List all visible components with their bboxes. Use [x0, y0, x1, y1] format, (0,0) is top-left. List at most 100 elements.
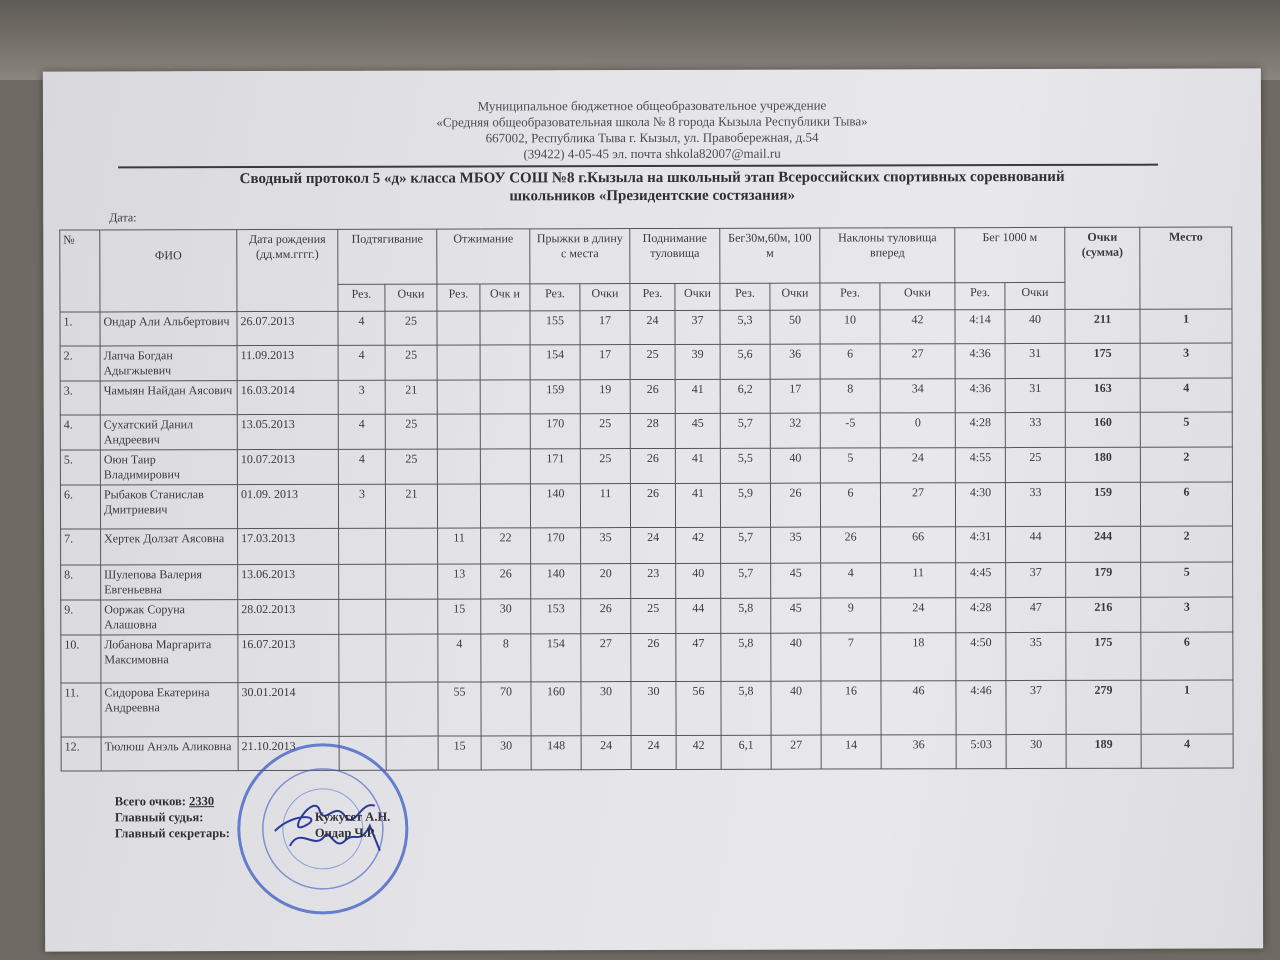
col-num: № [59, 229, 100, 313]
cell-j-r: 140 [530, 563, 581, 599]
cell-r-p: 33 [1005, 482, 1066, 527]
cell-pu-r [338, 564, 386, 600]
cell-ps-r [437, 379, 481, 415]
cell-r-r: 4:36 [955, 343, 1006, 379]
cell-birth: 01.09. 2013 [237, 484, 339, 529]
footer: Всего очков: 2330 Главный судья: Кужугет… [115, 793, 391, 842]
total-label: Всего очков: [114, 794, 186, 809]
cell-r-r: 4:46 [955, 680, 1007, 735]
cell-sp-r: 5,5 [720, 448, 771, 484]
table-row: 4. Сухатский Данил Андреевич 13.05.2013 4 25… [60, 411, 1233, 451]
cell-sp-p: 36 [770, 344, 821, 380]
cell-total: 175 [1065, 343, 1141, 379]
cell-pu-p: 25 [384, 311, 438, 346]
cell-pu-p [385, 564, 438, 600]
subcol-points: Очки [1004, 282, 1066, 310]
cell-total: 163 [1065, 378, 1141, 413]
subcol-result: Рез. [337, 284, 385, 312]
cell-fio: Тюлюш Анэль Аликовна [101, 736, 239, 771]
cell-ps-p: 70 [480, 681, 532, 736]
cell-total: 180 [1065, 447, 1141, 483]
cell-r-p: 40 [1005, 309, 1066, 344]
col-bend: Наклоны туловища вперед [819, 227, 955, 284]
cell-fio: Рыбаков Станислав Дмитриевич [100, 484, 238, 529]
cell-fio: Оюн Таир Владимирович [100, 449, 238, 485]
cell-fio: Чамыян Найдан Аясович [100, 380, 238, 415]
subcol-result: Рез. [954, 282, 1006, 310]
cell-fio: Хертек Долзат Аясовна [100, 528, 238, 565]
cell-ps-r [436, 310, 481, 346]
table-body: 1. Ондар Али Альбертович 26.07.2013 4 25 155 1… [59, 308, 1234, 772]
table-row: 2. Лапча Богдан Адыгжыевич 11.09.2013 4 25 15… [60, 342, 1233, 382]
cell-ps-p [480, 344, 531, 380]
cell-sp-p: 32 [770, 413, 821, 449]
cell-b-p: 42 [880, 309, 956, 344]
cell-ps-p: 22 [480, 527, 531, 564]
cell-pu-r: 4 [337, 311, 386, 346]
cell-sp-r: 6,2 [720, 379, 771, 414]
cell-n: 5. [60, 449, 101, 486]
col-jump: Прыжки в длину с места [529, 228, 630, 284]
cell-r-p: 25 [1005, 447, 1066, 483]
cell-n: 9. [60, 599, 101, 636]
cell-sp-r: 5,3 [720, 310, 771, 345]
subcol-points: Очки [674, 283, 721, 311]
cell-b-r: -5 [820, 412, 881, 449]
cell-b-p: 46 [880, 680, 957, 735]
cell-place: 5 [1140, 561, 1233, 598]
cell-total: 160 [1065, 412, 1141, 448]
cell-place: 6 [1140, 631, 1234, 681]
cell-birth: 13.05.2013 [237, 414, 339, 450]
cell-s-r: 24 [630, 527, 676, 564]
cell-fio: Ооржак Соруна Алашовна [100, 599, 238, 635]
header-row: № ФИО Дата рождения (дд.мм.гггг.) Подтяг… [59, 226, 1233, 313]
col-situps: Поднимание туловища [629, 228, 720, 284]
cell-pu-p [385, 528, 438, 565]
cell-s-r: 24 [629, 310, 676, 345]
cell-sp-r: 5,7 [720, 527, 771, 564]
cell-sp-p: 45 [770, 563, 821, 599]
col-total: Очки (сумма) [1064, 227, 1141, 310]
cell-place: 1 [1141, 679, 1234, 735]
cell-sp-r: 5,7 [720, 563, 771, 599]
cell-pu-p: 25 [385, 449, 438, 485]
subcol-points: Очк и [479, 283, 530, 311]
subcol-result: Рез. [436, 283, 480, 312]
cell-fio: Сухатский Данил Андреевич [100, 414, 238, 450]
judge-name: Кужугет А.Н. [314, 809, 391, 824]
cell-sp-p: 27 [771, 735, 822, 770]
cell-r-r: 4:30 [955, 482, 1006, 527]
cell-j-p: 35 [580, 527, 631, 564]
cell-sp-r: 5,6 [720, 344, 771, 380]
cell-j-p: 26 [580, 598, 631, 634]
cell-b-r: 7 [820, 632, 881, 682]
cell-ps-r [437, 448, 481, 485]
cell-s-p: 47 [675, 633, 721, 682]
cell-j-r: 171 [530, 448, 581, 484]
cell-s-r: 25 [630, 598, 676, 634]
cell-birth: 26.07.2013 [236, 311, 339, 346]
table-row: 10. Лобанова Маргарита Максимовна 16.07.20… [60, 631, 1234, 684]
cell-total: 175 [1065, 632, 1142, 681]
col-fio: ФИО [99, 229, 237, 312]
cell-n: 7. [60, 528, 101, 566]
subcol-result: Рез. [529, 283, 580, 311]
cell-s-r: 26 [630, 448, 676, 484]
cell-s-r: 24 [631, 735, 677, 770]
cell-b-p: 0 [880, 412, 956, 448]
cell-sp-r: 5,7 [720, 413, 771, 449]
background [0, 0, 1280, 80]
cell-ps-p: 30 [481, 735, 532, 770]
cell-r-p: 30 [1006, 734, 1067, 769]
cell-ps-p: 26 [480, 563, 531, 599]
cell-ps-r [437, 344, 481, 381]
cell-j-p: 24 [581, 735, 632, 770]
cell-j-r: 155 [529, 310, 581, 345]
cell-total: 216 [1065, 597, 1141, 633]
subcol-result: Рез. [719, 283, 771, 311]
cell-s-r: 23 [630, 563, 676, 599]
cell-j-p: 11 [580, 483, 631, 528]
cell-sp-r: 5,8 [720, 598, 771, 634]
cell-sp-r: 5,8 [720, 633, 771, 682]
table-row: 6. Рыбаков Станислав Дмитриевич 01.09. 201… [60, 481, 1233, 530]
